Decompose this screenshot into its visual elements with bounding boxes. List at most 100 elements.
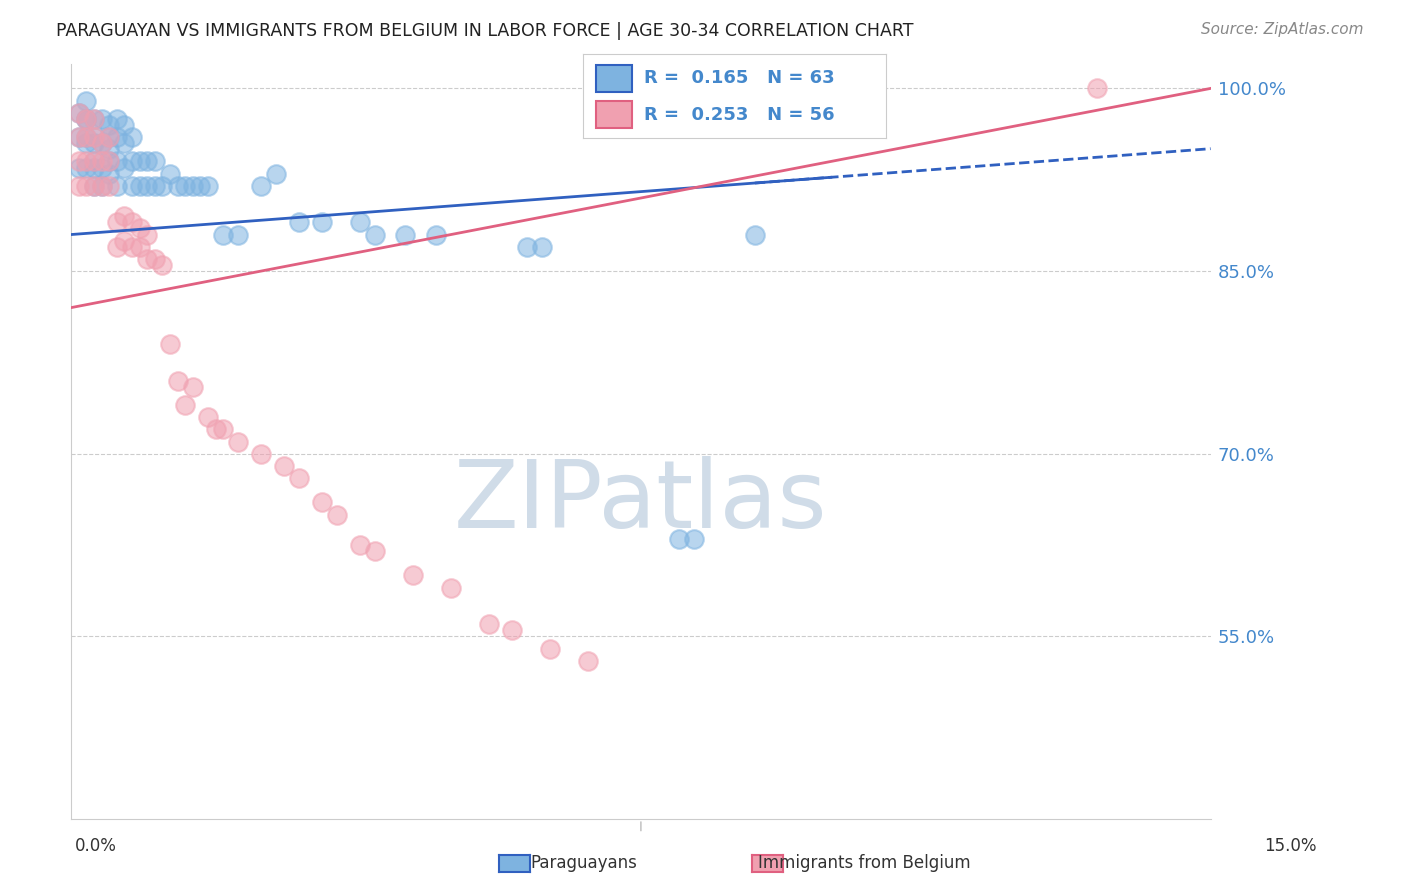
Text: R =  0.165   N = 63: R = 0.165 N = 63: [644, 69, 835, 87]
Point: [288, 215, 311, 229]
Text: 0.0%: 0.0%: [75, 837, 117, 855]
Point: [143, 252, 166, 266]
Point: [112, 118, 135, 132]
Point: [83, 130, 105, 145]
Point: [516, 240, 538, 254]
Point: [478, 617, 501, 632]
Point: [75, 112, 97, 126]
Point: [75, 94, 97, 108]
Point: [197, 410, 219, 425]
Point: [136, 227, 159, 242]
Point: [288, 471, 311, 485]
Point: [204, 422, 226, 436]
Point: [98, 130, 121, 145]
Point: [166, 374, 188, 388]
Point: [98, 142, 121, 156]
Text: 15.0%: 15.0%: [1264, 837, 1317, 855]
Point: [181, 380, 204, 394]
Point: [212, 422, 235, 436]
Point: [83, 154, 105, 169]
FancyBboxPatch shape: [596, 64, 631, 92]
Point: [98, 167, 121, 181]
Point: [349, 538, 371, 552]
Point: [83, 178, 105, 193]
Point: [105, 130, 128, 145]
Text: PARAGUAYAN VS IMMIGRANTS FROM BELGIUM IN LABOR FORCE | AGE 30-34 CORRELATION CHA: PARAGUAYAN VS IMMIGRANTS FROM BELGIUM IN…: [56, 22, 914, 40]
Point: [105, 112, 128, 126]
Point: [266, 167, 288, 181]
Point: [67, 130, 90, 145]
Point: [197, 178, 219, 193]
Point: [75, 178, 97, 193]
Point: [75, 154, 97, 169]
Point: [174, 178, 197, 193]
Point: [98, 154, 121, 169]
Point: [75, 112, 97, 126]
Point: [121, 215, 143, 229]
Point: [90, 154, 112, 169]
FancyBboxPatch shape: [596, 101, 631, 128]
Point: [364, 227, 387, 242]
Text: Paraguayans: Paraguayans: [530, 855, 637, 872]
Point: [67, 130, 90, 145]
Point: [98, 130, 121, 145]
Point: [90, 136, 112, 151]
Point: [75, 112, 97, 126]
Point: [90, 178, 112, 193]
Point: [83, 112, 105, 126]
Point: [136, 178, 159, 193]
Point: [228, 434, 250, 449]
Text: ZIPatlas: ZIPatlas: [454, 456, 828, 548]
Point: [143, 178, 166, 193]
Point: [121, 130, 143, 145]
Point: [744, 227, 766, 242]
Point: [90, 136, 112, 151]
Point: [250, 178, 273, 193]
Text: Source: ZipAtlas.com: Source: ZipAtlas.com: [1201, 22, 1364, 37]
Point: [121, 240, 143, 254]
Point: [150, 258, 173, 272]
Point: [67, 105, 90, 120]
Point: [683, 532, 706, 546]
Point: [90, 161, 112, 175]
Point: [212, 227, 235, 242]
Point: [136, 154, 159, 169]
Point: [121, 178, 143, 193]
Point: [402, 568, 425, 582]
Point: [98, 178, 121, 193]
Point: [501, 624, 523, 638]
Point: [311, 215, 333, 229]
Point: [159, 167, 181, 181]
Point: [181, 178, 204, 193]
Point: [166, 178, 188, 193]
Point: [326, 508, 349, 522]
Point: [273, 458, 295, 473]
Point: [98, 118, 121, 132]
Point: [538, 641, 561, 656]
Point: [90, 112, 112, 126]
Point: [250, 447, 273, 461]
Point: [67, 161, 90, 175]
Point: [311, 495, 333, 509]
Point: [67, 105, 90, 120]
Point: [128, 154, 150, 169]
Point: [1085, 81, 1108, 95]
Point: [112, 234, 135, 248]
Point: [150, 178, 173, 193]
Point: [349, 215, 371, 229]
Point: [121, 154, 143, 169]
Point: [75, 136, 97, 151]
Text: R =  0.253   N = 56: R = 0.253 N = 56: [644, 105, 835, 123]
Point: [67, 178, 90, 193]
Point: [364, 544, 387, 558]
Point: [75, 161, 97, 175]
Point: [112, 136, 135, 151]
Point: [112, 161, 135, 175]
Point: [174, 398, 197, 412]
Point: [531, 240, 554, 254]
Point: [105, 178, 128, 193]
Point: [394, 227, 416, 242]
Point: [143, 154, 166, 169]
Point: [105, 215, 128, 229]
Point: [159, 337, 181, 351]
